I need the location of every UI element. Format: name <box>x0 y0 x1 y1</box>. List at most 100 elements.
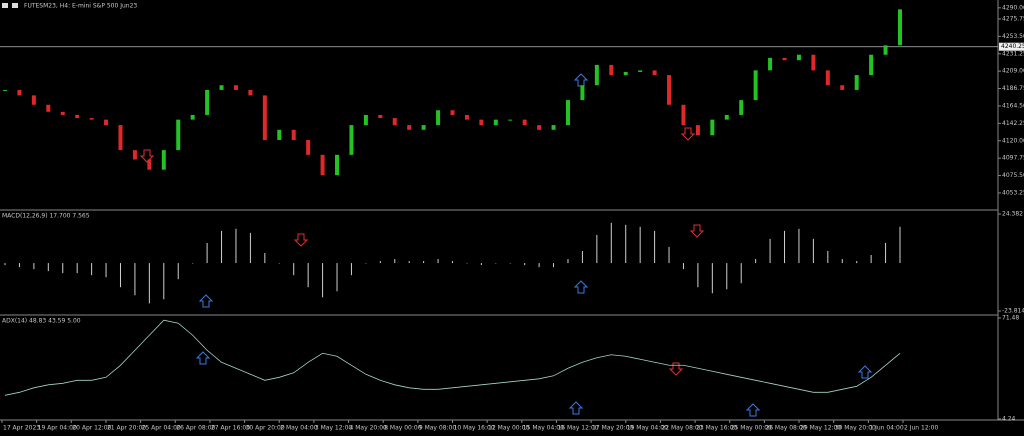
macd-bar <box>480 263 482 266</box>
macd-bar <box>4 263 6 266</box>
buy-arrow <box>198 294 214 308</box>
last-price-box <box>999 42 1024 51</box>
macd-bar <box>163 263 165 300</box>
sell-arrow <box>680 127 696 141</box>
time-label: 22 May 08:00 <box>661 425 702 432</box>
adx-tick-label: 71.48 <box>1002 315 1019 322</box>
macd-bar <box>192 263 194 264</box>
buy-arrow <box>195 351 211 365</box>
macd-bar <box>784 230 786 264</box>
last-price-label: 4240.25 <box>1001 43 1024 50</box>
macd-tick-label: 24.382 <box>1002 211 1023 218</box>
candle <box>594 64 599 86</box>
macd-bar <box>91 263 93 276</box>
price-tick-label: 4097.75 <box>1002 155 1024 162</box>
time-label: 25 May 00:00 <box>731 425 772 432</box>
macd-bar <box>379 261 381 264</box>
macd-bar <box>452 261 453 264</box>
candle <box>652 70 657 76</box>
macd-label: MACD(12,26,9) 17.700 7.565 <box>2 213 90 220</box>
price-tick-label: 4120.00 <box>1002 137 1024 144</box>
time-label: 30 Apr 20:00 <box>246 425 285 432</box>
time-label: 17 May 20:00 <box>592 425 633 432</box>
time-label: 27 Apr 16:00 <box>211 425 250 432</box>
time-label: 23 May 16:00 <box>696 425 737 432</box>
time-label: 12 May 00:00 <box>488 425 529 432</box>
macd-bar <box>206 242 208 264</box>
candle <box>104 119 109 126</box>
macd-bar <box>47 263 49 272</box>
macd-bar <box>639 226 641 264</box>
macd-bar <box>249 232 251 264</box>
macd-bar <box>654 230 656 264</box>
candle <box>436 110 441 126</box>
macd-bar <box>293 263 295 276</box>
price-tick-label: 4053.25 <box>1002 189 1024 196</box>
candle <box>392 118 397 126</box>
candle <box>753 70 758 101</box>
macd-tick-label: -23.814 <box>1002 308 1024 315</box>
candle <box>695 125 700 136</box>
macd-bar <box>466 263 468 264</box>
candle <box>854 75 859 90</box>
candle <box>233 85 238 90</box>
candle <box>248 89 253 96</box>
candle <box>898 9 902 46</box>
time-label: 26 Apr 08:00 <box>176 425 215 432</box>
macd-bar <box>18 263 20 268</box>
candle <box>335 154 340 176</box>
macd-bar <box>33 263 35 270</box>
macd-bar <box>119 263 121 288</box>
candle <box>17 89 22 96</box>
time-label: 29 May 12:00 <box>800 425 841 432</box>
candle <box>291 129 296 140</box>
macd-bar <box>235 228 237 264</box>
time-label: 15 May 04:00 <box>523 425 564 432</box>
candle <box>493 119 498 126</box>
candle <box>768 57 773 71</box>
price-tick-label: 4075.50 <box>1002 172 1024 179</box>
buy-arrow <box>857 365 873 379</box>
candle <box>681 104 686 126</box>
candle <box>840 85 845 90</box>
macd-bar <box>885 242 887 264</box>
candle <box>796 54 801 61</box>
macd-bar <box>278 263 280 264</box>
time-label: 19 Apr 04:00 <box>38 425 77 432</box>
candle <box>638 70 643 72</box>
price-tick-label: 4209.00 <box>1002 68 1024 75</box>
buy-arrow <box>745 403 761 417</box>
macd-bar <box>726 263 728 290</box>
macd-bar <box>841 259 843 264</box>
macd-bar <box>509 263 511 264</box>
candle <box>565 100 570 126</box>
candle <box>407 125 412 130</box>
candle <box>623 71 628 76</box>
macd-bar <box>682 263 684 270</box>
candle <box>205 89 210 115</box>
candle <box>219 85 224 90</box>
candle <box>508 119 513 121</box>
sell-arrow <box>689 224 705 238</box>
macd-bar <box>394 259 396 264</box>
time-label: 4 May 20:00 <box>350 425 388 432</box>
buy-arrow <box>573 280 589 294</box>
candle <box>537 125 542 130</box>
sell-arrow <box>139 149 155 163</box>
candle <box>378 114 383 119</box>
macd-bar <box>437 259 439 264</box>
candle <box>262 95 267 140</box>
macd-bar <box>856 261 858 264</box>
price-tick-label: 4275.75 <box>1002 15 1024 22</box>
time-label: 19 May 04:00 <box>627 425 668 432</box>
time-label: 10 May 16:00 <box>454 425 495 432</box>
macd-bar <box>798 228 800 264</box>
adx-tick-label: 4.24 <box>1002 416 1016 423</box>
macd-bar <box>76 263 78 274</box>
candle <box>825 70 830 86</box>
macd-bar <box>336 263 338 292</box>
macd-bar <box>870 255 872 264</box>
window-icon <box>2 3 8 8</box>
macd-bar <box>322 263 324 298</box>
